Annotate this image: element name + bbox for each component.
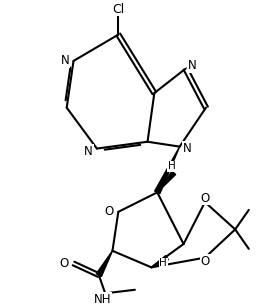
Text: Cl: Cl — [112, 3, 125, 16]
Text: N: N — [61, 55, 70, 67]
Text: H: H — [168, 161, 176, 171]
Polygon shape — [96, 251, 113, 277]
Text: H: H — [159, 258, 167, 269]
Text: N: N — [183, 142, 191, 155]
Polygon shape — [151, 256, 168, 267]
Text: O: O — [200, 192, 210, 205]
Text: O: O — [200, 255, 210, 268]
Text: NH: NH — [94, 293, 112, 306]
Text: O: O — [59, 257, 69, 270]
Polygon shape — [157, 171, 176, 192]
Polygon shape — [155, 147, 180, 194]
Text: N: N — [84, 145, 93, 158]
Text: O: O — [104, 205, 113, 218]
Text: N: N — [187, 59, 196, 72]
